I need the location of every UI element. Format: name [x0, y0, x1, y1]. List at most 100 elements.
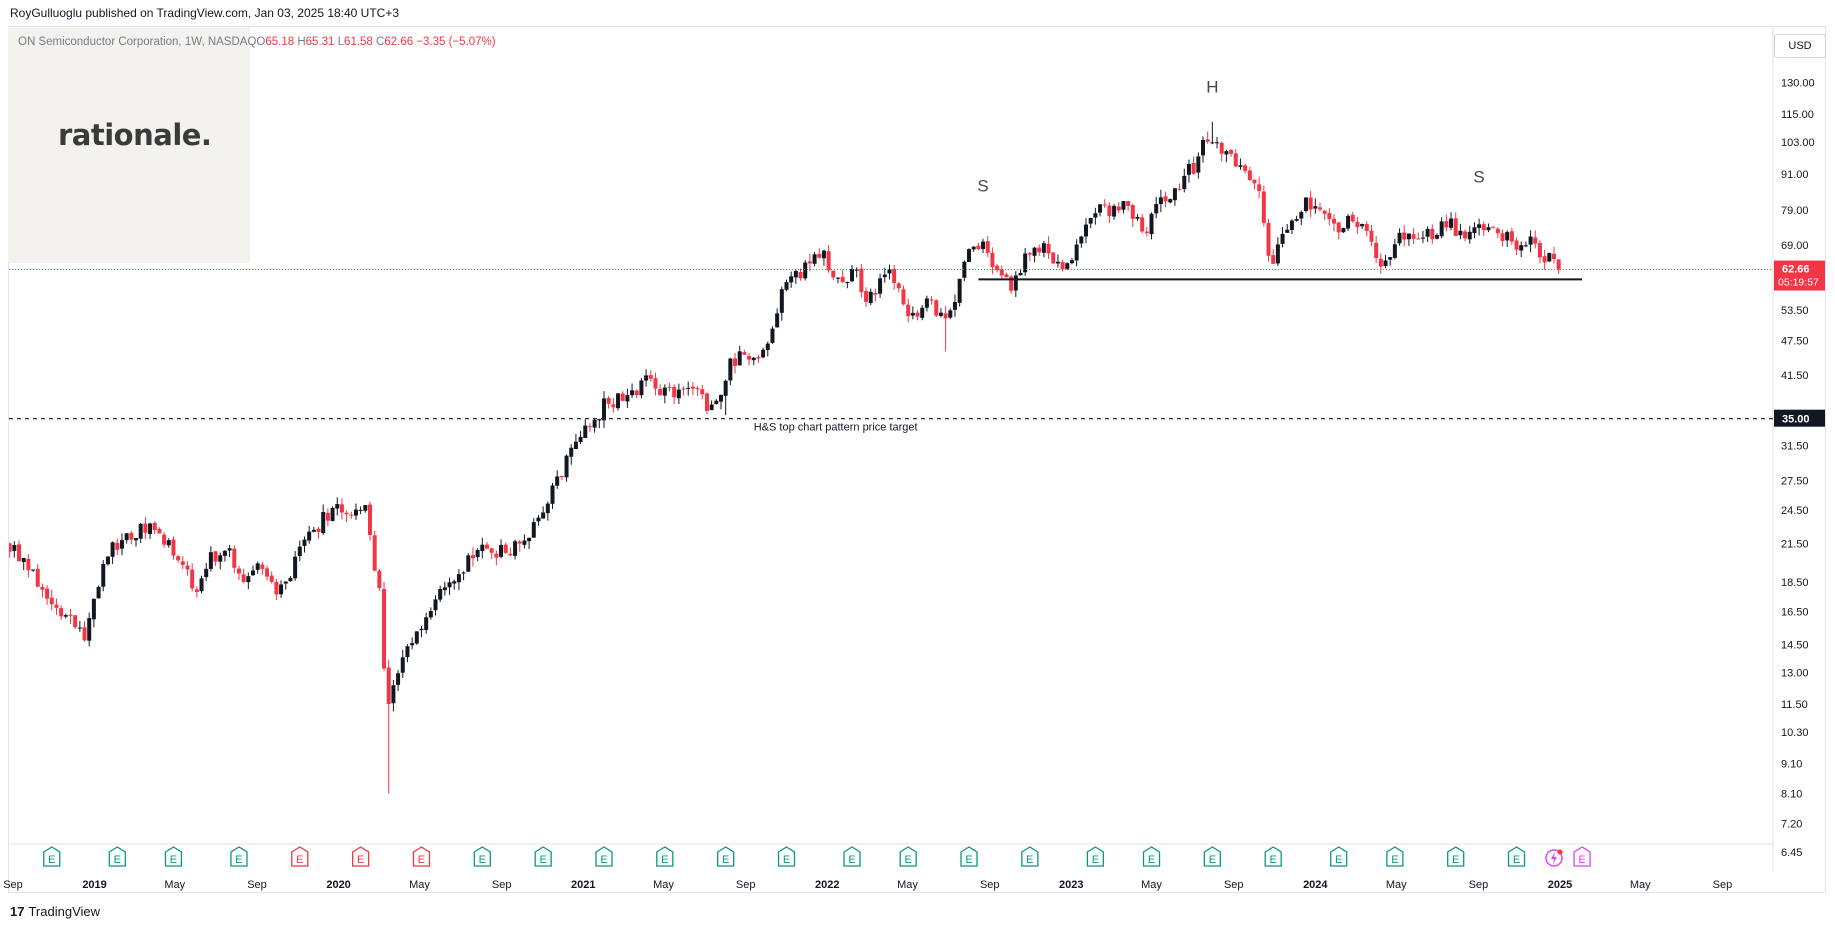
candle — [601, 391, 606, 429]
candle — [134, 537, 139, 547]
candle — [452, 579, 457, 590]
candle — [1219, 141, 1224, 162]
candle — [1444, 214, 1449, 232]
earnings-marker[interactable]: E — [595, 846, 613, 867]
candle — [410, 637, 415, 650]
earnings-marker[interactable] — [1545, 849, 1563, 867]
candle — [1112, 204, 1117, 220]
earnings-marker[interactable]: E — [1573, 846, 1591, 867]
earnings-marker[interactable]: E — [1447, 846, 1465, 867]
earnings-marker[interactable]: E — [1021, 846, 1039, 867]
candle — [73, 615, 78, 629]
y-tick-label: 41.50 — [1781, 370, 1809, 382]
candle — [1388, 257, 1393, 266]
candle — [91, 598, 96, 628]
candle — [353, 503, 358, 520]
x-tick-label: 2024 — [1303, 879, 1328, 891]
earnings-marker[interactable]: E — [1386, 846, 1404, 867]
candle — [1229, 149, 1234, 157]
earnings-marker[interactable]: E — [351, 846, 370, 867]
candle — [868, 288, 873, 306]
candle — [793, 269, 798, 284]
legend-low: 61.58 — [344, 36, 373, 48]
earnings-marker[interactable]: E — [108, 846, 126, 867]
earnings-marker[interactable]: E — [843, 846, 861, 867]
pattern-letter-s[interactable]: S — [977, 176, 988, 195]
candle — [1037, 244, 1042, 256]
earnings-letter: E — [479, 854, 486, 866]
earnings-marker[interactable]: E — [291, 846, 309, 867]
watermark-panel — [8, 27, 250, 263]
earnings-marker[interactable]: E — [717, 846, 735, 867]
candle — [377, 568, 382, 591]
candle — [1275, 237, 1280, 267]
candle — [559, 475, 564, 481]
earnings-letter: E — [1513, 854, 1520, 866]
earnings-marker[interactable]: E — [899, 846, 917, 867]
candle — [644, 369, 649, 387]
candle — [513, 539, 518, 560]
earnings-marker[interactable]: E — [534, 846, 552, 867]
earnings-marker[interactable]: E — [43, 846, 61, 867]
candle — [489, 547, 494, 560]
candle — [1491, 225, 1496, 229]
earnings-marker[interactable]: E — [656, 846, 674, 867]
candle — [1486, 223, 1491, 233]
earnings-marker[interactable]: E — [1086, 846, 1105, 867]
candle — [339, 498, 344, 520]
candle — [349, 511, 354, 519]
earnings-marker[interactable]: E — [412, 846, 431, 867]
candle — [232, 545, 237, 574]
candle — [424, 612, 429, 634]
candle — [1172, 187, 1177, 206]
earnings-marker[interactable]: E — [1264, 846, 1282, 867]
candle — [344, 510, 349, 523]
candle — [279, 580, 284, 598]
candle — [733, 352, 738, 374]
candle — [372, 530, 377, 572]
y-tick-label: 53.50 — [1781, 305, 1809, 317]
watermark-logo: rationale. — [58, 118, 212, 152]
earnings-marker[interactable]: E — [230, 846, 248, 867]
earnings-marker[interactable]: E — [473, 846, 491, 867]
candle — [101, 560, 106, 592]
pattern-letter-s[interactable]: S — [1473, 168, 1484, 187]
candle — [391, 679, 396, 712]
candle — [1116, 202, 1121, 213]
earnings-marker[interactable]: E — [1203, 846, 1222, 867]
earnings-marker[interactable]: E — [1330, 846, 1348, 867]
x-tick-label: 2022 — [815, 879, 839, 891]
legend-close-label: C — [376, 36, 385, 48]
earnings-marker[interactable]: E — [960, 846, 978, 867]
currency-button[interactable]: USD — [1774, 34, 1826, 58]
pattern-letter-h[interactable]: H — [1206, 78, 1218, 97]
x-tick-label: Sep — [736, 879, 756, 891]
earnings-letter: E — [600, 854, 607, 866]
candle — [246, 572, 251, 590]
candle — [255, 561, 260, 574]
candle — [442, 581, 447, 596]
candle — [1369, 224, 1374, 247]
candle — [545, 501, 550, 521]
candle — [995, 264, 1000, 273]
earnings-marker[interactable]: E — [164, 846, 183, 867]
candle — [1336, 221, 1341, 240]
earnings-marker[interactable]: E — [1142, 846, 1161, 867]
y-tick-label: 18.50 — [1781, 577, 1809, 589]
candle — [180, 556, 185, 570]
candle — [480, 537, 485, 559]
tradingview-footer[interactable]: 17 TradingView — [10, 904, 100, 919]
x-tick-label: Sep — [1224, 879, 1244, 891]
candle — [382, 581, 387, 672]
earnings-marker[interactable]: E — [777, 846, 796, 867]
plot-area[interactable] — [8, 121, 1561, 794]
candle — [1252, 179, 1257, 190]
candle — [592, 418, 597, 433]
candle — [447, 577, 452, 596]
earnings-marker[interactable]: E — [1507, 846, 1526, 867]
candle — [12, 541, 17, 558]
candle — [1069, 258, 1074, 265]
candle — [148, 522, 153, 539]
